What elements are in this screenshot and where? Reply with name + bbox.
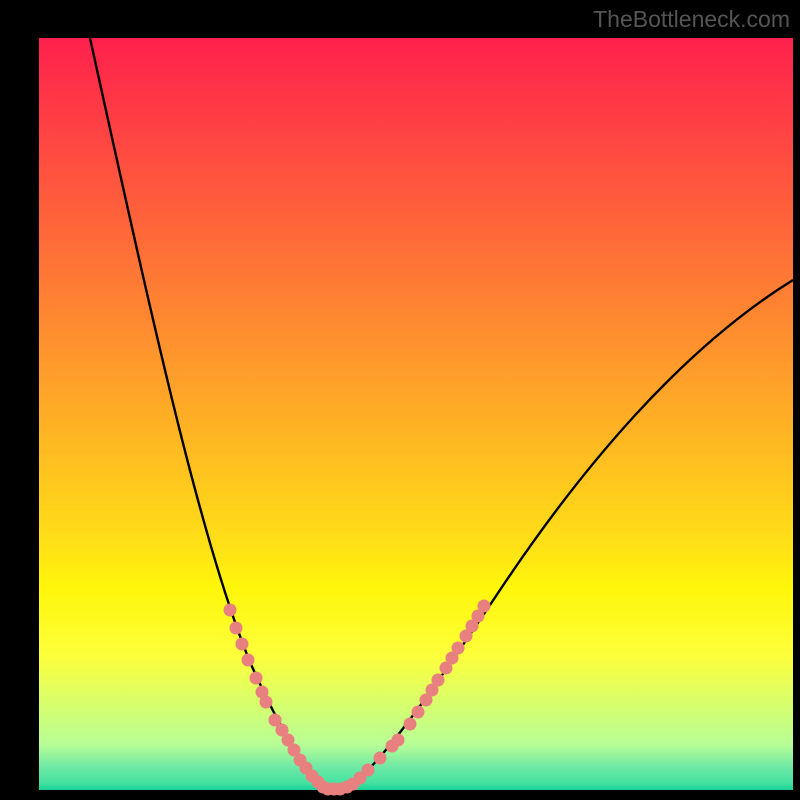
- data-point: [224, 604, 237, 617]
- data-point: [236, 638, 249, 651]
- chart-svg: [0, 0, 800, 800]
- watermark-text: TheBottleneck.com: [593, 6, 790, 33]
- data-point: [230, 622, 243, 635]
- data-point: [392, 734, 405, 747]
- data-point: [260, 696, 273, 709]
- data-point: [452, 642, 465, 655]
- data-point: [374, 752, 387, 765]
- data-point: [362, 764, 375, 777]
- data-point: [242, 654, 255, 667]
- data-point: [478, 600, 491, 613]
- data-point: [412, 706, 425, 719]
- data-dots: [224, 600, 491, 796]
- data-point: [250, 672, 263, 685]
- data-point: [404, 718, 417, 731]
- data-point: [432, 674, 445, 687]
